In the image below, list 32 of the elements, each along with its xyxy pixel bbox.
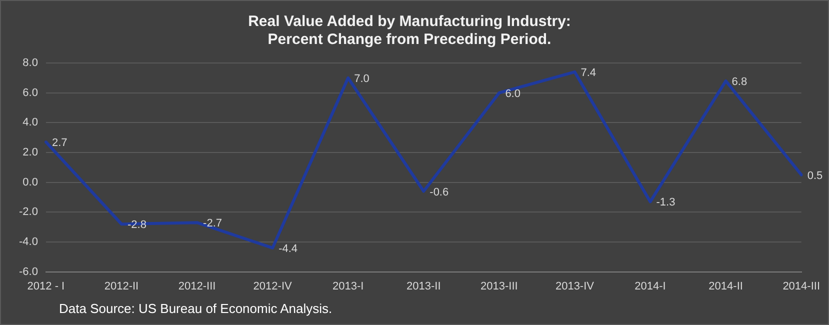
- data-label: 0.5: [807, 170, 823, 182]
- data-label: -4.4: [278, 242, 298, 255]
- chart-title: Real Value Added by Manufacturing Industry: Percent Change from Preceding Period.: [248, 13, 571, 48]
- data-label: -2.7: [203, 218, 222, 230]
- y-tick-label: 0.0: [22, 176, 38, 188]
- y-tick-label: 2.0: [22, 146, 38, 159]
- x-tick-label: 2012 - I: [27, 280, 65, 292]
- y-tick-label: -2.0: [18, 206, 38, 218]
- x-tick-label: 2013-I: [332, 280, 364, 292]
- x-tick-label: 2014-III: [782, 280, 820, 292]
- data-label: -2.8: [127, 219, 146, 232]
- y-tick-label: -6.0: [18, 266, 38, 278]
- x-tick-label: 2012-III: [178, 280, 216, 292]
- x-tick-label: 2013-IV: [555, 280, 595, 292]
- data-label: 6.0: [505, 88, 520, 100]
- source-note: Data Source: US Bureau of Economic Analysis.: [59, 301, 332, 316]
- y-tick-label: -4.0: [18, 236, 38, 248]
- data-label: 2.7: [52, 137, 68, 150]
- data-label: -1.3: [656, 196, 676, 209]
- x-tick-label: 2012-II: [104, 280, 139, 292]
- x-tick-label: 2013-III: [480, 280, 518, 292]
- data-label: -0.6: [430, 186, 449, 198]
- data-label: 7.4: [580, 66, 596, 79]
- y-tick-label: 4.0: [22, 116, 38, 129]
- data-label: 6.8: [732, 76, 748, 88]
- x-tick-label: 2014-I: [634, 280, 666, 292]
- y-tick-label: 6.0: [22, 86, 38, 99]
- x-tick-label: 2012-IV: [253, 280, 292, 292]
- data-label: 7.0: [354, 72, 370, 85]
- x-tick-label: 2013-II: [406, 280, 441, 292]
- x-tick-label: 2014-II: [708, 280, 743, 292]
- y-tick-label: 8.0: [22, 57, 38, 70]
